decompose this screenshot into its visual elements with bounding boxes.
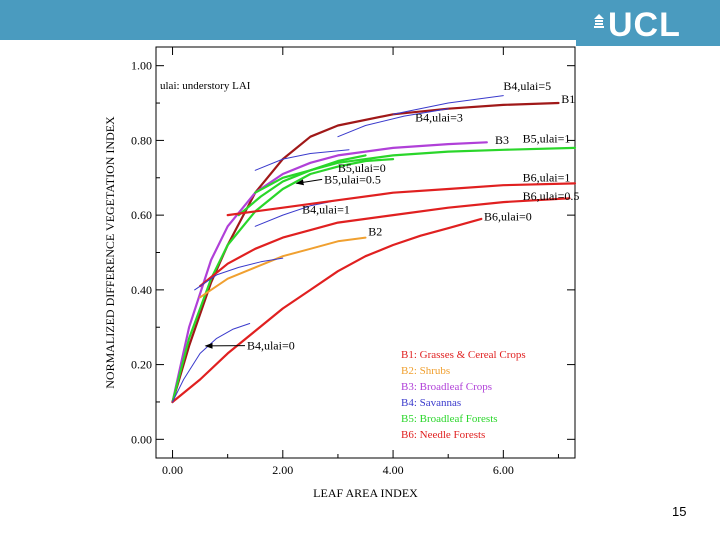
series-label: B5,ulai=1 bbox=[523, 131, 571, 145]
chart-note: ulai: understory LAI bbox=[160, 80, 251, 92]
series-label: B6,ulai=0.5 bbox=[523, 189, 580, 203]
series-line bbox=[171, 158, 395, 404]
series-label: B4,ulai=1 bbox=[302, 202, 350, 216]
crest-icon bbox=[594, 14, 604, 28]
series-line bbox=[226, 182, 577, 217]
header-bar-right bbox=[576, 40, 720, 46]
legend-entry: B4: Savannas bbox=[401, 397, 461, 409]
x-tick-label: 2.00 bbox=[272, 463, 293, 477]
series-line bbox=[254, 149, 350, 171]
legend-entry: B1: Grasses & Cereal Crops bbox=[401, 349, 526, 361]
legend-entry: B5: Broadleaf Forests bbox=[401, 413, 498, 425]
series-line bbox=[194, 257, 284, 291]
y-tick-label: 1.00 bbox=[131, 59, 152, 73]
label-arrow bbox=[295, 178, 323, 186]
series-line bbox=[337, 108, 449, 138]
legend-entry: B3: Broadleaf Crops bbox=[401, 381, 492, 393]
series-label: B2 bbox=[368, 225, 382, 239]
series-label: B6,ulai=0 bbox=[484, 210, 532, 224]
plot-frame bbox=[155, 46, 576, 459]
y-tick-label: 0.40 bbox=[131, 283, 152, 297]
page-number: 15 bbox=[672, 504, 687, 519]
header-gap bbox=[0, 40, 96, 46]
series-line bbox=[254, 146, 577, 194]
x-tick-label: 4.00 bbox=[383, 463, 404, 477]
series-line bbox=[199, 197, 571, 288]
y-tick-label: 0.00 bbox=[131, 432, 152, 446]
series-label: B4,ulai=3 bbox=[415, 111, 463, 125]
series-label: B6,ulai=1 bbox=[523, 171, 571, 185]
x-tick-label: 6.00 bbox=[493, 463, 514, 477]
y-tick-label: 0.60 bbox=[131, 208, 152, 222]
x-tick-label: 0.00 bbox=[162, 463, 183, 477]
legend-entry: B2: Shrubs bbox=[401, 365, 450, 377]
logo-text: UCL bbox=[608, 6, 681, 44]
series-label: B3 bbox=[495, 133, 509, 147]
series-label: B4,ulai=5 bbox=[503, 79, 551, 93]
series-label: B5,ulai=0 bbox=[338, 161, 386, 175]
series-label: B4,ulai=0 bbox=[247, 339, 295, 353]
y-tick-label: 0.80 bbox=[131, 133, 152, 147]
x-axis-label: LEAF AREA INDEX bbox=[313, 486, 418, 500]
series-label: B1 bbox=[561, 92, 575, 106]
series-line bbox=[392, 95, 504, 115]
series-label: B5,ulai=0.5 bbox=[324, 172, 381, 186]
ucl-logo: UCL bbox=[594, 6, 681, 42]
series-line bbox=[199, 236, 367, 299]
y-axis-label: NORMALIZED DIFFERENCE VEGETATION INDEX bbox=[103, 116, 117, 389]
legend-entry: B6: Needle Forests bbox=[401, 429, 485, 441]
series-line bbox=[171, 217, 483, 404]
y-tick-label: 0.20 bbox=[131, 358, 152, 372]
series-line bbox=[237, 154, 367, 217]
